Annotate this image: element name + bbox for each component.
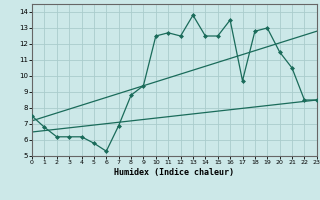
X-axis label: Humidex (Indice chaleur): Humidex (Indice chaleur) [115, 168, 234, 177]
